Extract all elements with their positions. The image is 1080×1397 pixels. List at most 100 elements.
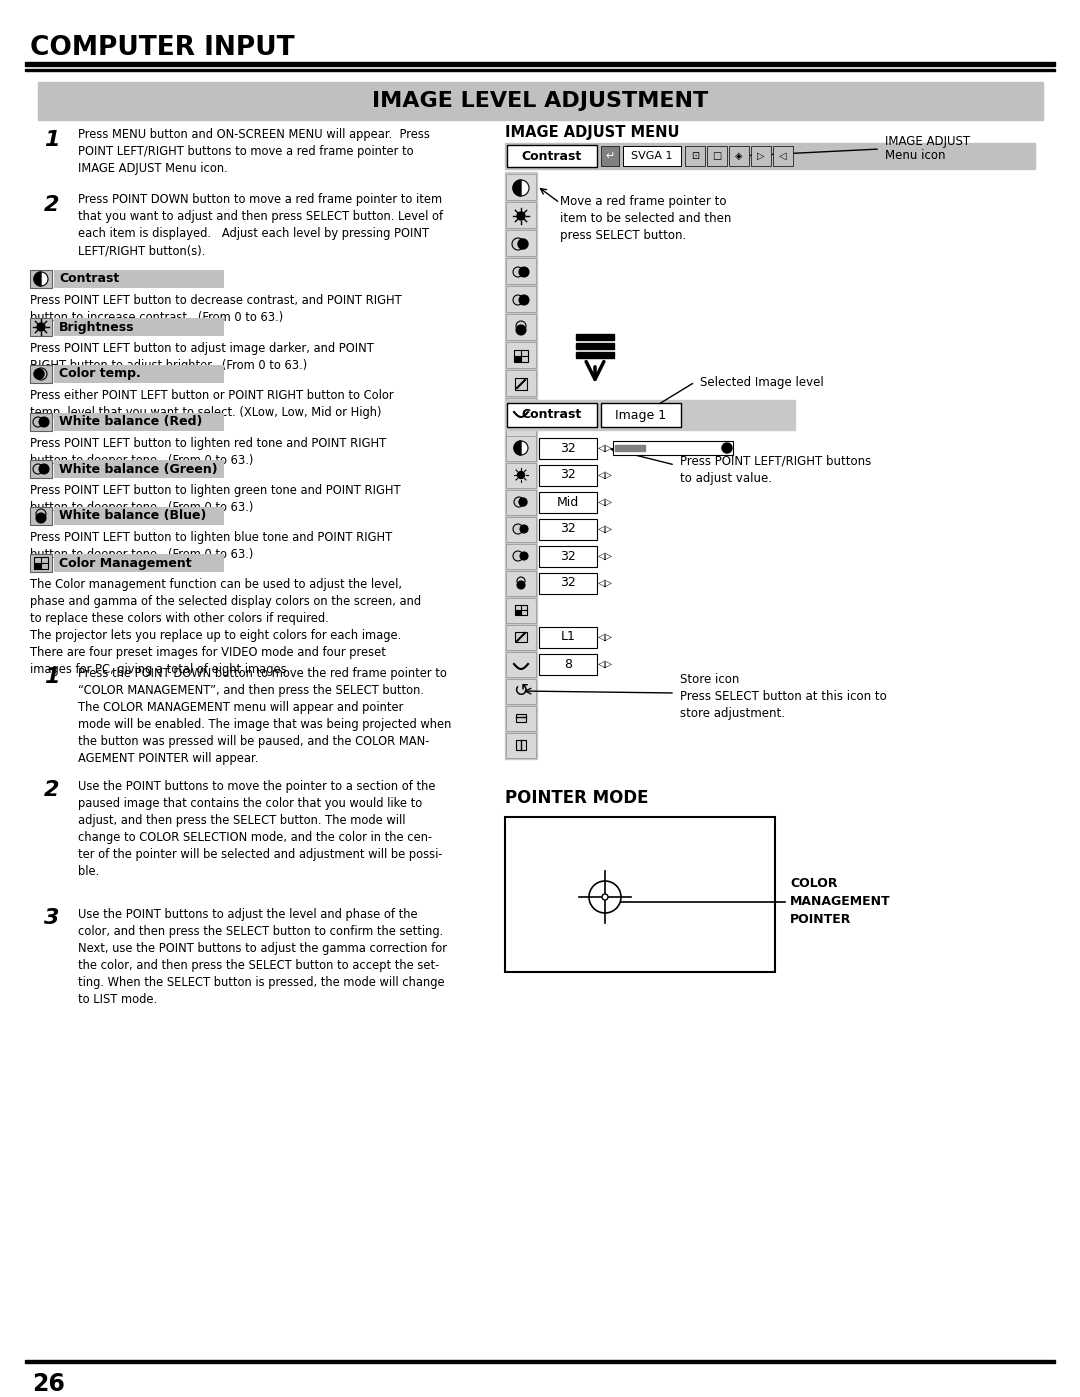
Bar bbox=[30, 507, 52, 525]
Text: 32: 32 bbox=[561, 522, 576, 535]
Bar bbox=[54, 270, 224, 288]
Bar bbox=[751, 147, 771, 166]
Bar bbox=[539, 546, 597, 567]
Circle shape bbox=[723, 443, 732, 453]
Text: ◁▷: ◁▷ bbox=[597, 659, 612, 669]
Text: Move a red frame pointer to
item to be selected and then
press SELECT button.: Move a red frame pointer to item to be s… bbox=[561, 196, 731, 242]
Text: IMAGE ADJUST MENU: IMAGE ADJUST MENU bbox=[505, 124, 679, 140]
Bar bbox=[54, 319, 224, 337]
Text: COLOR
MANAGEMENT
POINTER: COLOR MANAGEMENT POINTER bbox=[789, 877, 891, 926]
Text: Press POINT LEFT button to decrease contrast, and POINT RIGHT
button to increase: Press POINT LEFT button to decrease cont… bbox=[30, 293, 402, 324]
Bar bbox=[623, 147, 681, 166]
Bar bbox=[507, 490, 536, 515]
Bar bbox=[30, 270, 52, 288]
Text: Press POINT DOWN button to move a red frame pointer to item
that you want to adj: Press POINT DOWN button to move a red fr… bbox=[78, 193, 443, 257]
Bar bbox=[507, 598, 536, 623]
Text: ◁▷: ◁▷ bbox=[597, 578, 612, 588]
Circle shape bbox=[513, 524, 523, 534]
Circle shape bbox=[33, 416, 43, 427]
Circle shape bbox=[33, 464, 43, 474]
Bar bbox=[515, 358, 519, 360]
Text: Contrast: Contrast bbox=[59, 272, 119, 285]
Circle shape bbox=[33, 369, 44, 379]
Bar bbox=[38, 82, 1043, 120]
Bar bbox=[54, 555, 224, 571]
Text: ▷: ▷ bbox=[757, 151, 765, 161]
Circle shape bbox=[519, 497, 527, 506]
Text: Press the POINT DOWN button to move the red frame pointer to
“COLOR MANAGEMENT”,: Press the POINT DOWN button to move the … bbox=[78, 666, 451, 766]
Polygon shape bbox=[33, 272, 41, 286]
Text: Color temp.: Color temp. bbox=[59, 367, 140, 380]
Bar bbox=[615, 446, 645, 451]
Text: Store icon
Press SELECT button at this icon to
store adjustment.: Store icon Press SELECT button at this i… bbox=[680, 673, 887, 719]
Text: Mid: Mid bbox=[557, 496, 579, 509]
Text: Brightness: Brightness bbox=[59, 320, 135, 334]
Text: Menu icon: Menu icon bbox=[885, 149, 945, 162]
Bar bbox=[685, 147, 705, 166]
Text: Image 1: Image 1 bbox=[616, 408, 666, 422]
Bar bbox=[515, 379, 527, 390]
Circle shape bbox=[517, 472, 525, 479]
Circle shape bbox=[513, 180, 529, 196]
Bar bbox=[30, 319, 52, 337]
Text: POINTER MODE: POINTER MODE bbox=[505, 789, 648, 807]
Circle shape bbox=[519, 295, 529, 305]
Text: COMPUTER INPUT: COMPUTER INPUT bbox=[30, 35, 295, 61]
Circle shape bbox=[516, 321, 526, 331]
Bar bbox=[505, 400, 795, 430]
Text: Selected Image level: Selected Image level bbox=[700, 376, 824, 388]
Text: □: □ bbox=[713, 151, 721, 161]
Text: ◁▷: ◁▷ bbox=[597, 497, 612, 507]
Bar bbox=[773, 147, 793, 166]
Bar bbox=[505, 817, 775, 972]
Bar bbox=[507, 426, 536, 453]
Circle shape bbox=[519, 267, 529, 277]
Bar bbox=[35, 564, 40, 569]
Circle shape bbox=[517, 581, 525, 590]
Text: L1: L1 bbox=[561, 630, 576, 644]
Circle shape bbox=[517, 212, 525, 219]
Bar bbox=[54, 365, 224, 383]
Text: 2: 2 bbox=[44, 780, 59, 800]
Text: Color Management: Color Management bbox=[59, 556, 191, 570]
Bar bbox=[507, 462, 536, 488]
Bar bbox=[507, 436, 536, 461]
Text: ◁▷: ◁▷ bbox=[597, 631, 612, 643]
Bar bbox=[30, 460, 52, 478]
Bar bbox=[729, 147, 750, 166]
Text: Press POINT LEFT button to lighten blue tone and POINT RIGHT
button to deeper to: Press POINT LEFT button to lighten blue … bbox=[30, 531, 392, 562]
Text: SVGA 1: SVGA 1 bbox=[631, 151, 673, 161]
Text: Press MENU button and ON-SCREEN MENU will appear.  Press
POINT LEFT/RIGHT button: Press MENU button and ON-SCREEN MENU wil… bbox=[78, 129, 430, 175]
Bar bbox=[507, 517, 536, 542]
Text: 26: 26 bbox=[32, 1372, 65, 1396]
Bar bbox=[507, 370, 536, 395]
Bar bbox=[507, 342, 536, 367]
Circle shape bbox=[33, 272, 48, 286]
Text: 32: 32 bbox=[561, 577, 576, 590]
Text: 32: 32 bbox=[561, 441, 576, 454]
Bar bbox=[576, 352, 615, 358]
Bar bbox=[539, 439, 597, 460]
Bar bbox=[600, 147, 619, 166]
Bar bbox=[539, 573, 597, 594]
Circle shape bbox=[514, 441, 528, 455]
Text: Use the POINT buttons to move the pointer to a section of the
paused image that : Use the POINT buttons to move the pointe… bbox=[78, 780, 443, 877]
Circle shape bbox=[519, 525, 528, 534]
Bar bbox=[507, 652, 536, 678]
Text: ◁▷: ◁▷ bbox=[597, 469, 612, 481]
Text: Contrast: Contrast bbox=[522, 149, 582, 162]
Bar bbox=[54, 414, 224, 432]
Text: ◁: ◁ bbox=[780, 151, 786, 161]
Bar bbox=[516, 740, 526, 750]
Circle shape bbox=[514, 497, 524, 507]
Bar bbox=[707, 147, 727, 166]
Bar bbox=[507, 705, 536, 731]
Polygon shape bbox=[514, 441, 521, 455]
Text: Press POINT LEFT/RIGHT buttons
to adjust value.: Press POINT LEFT/RIGHT buttons to adjust… bbox=[680, 455, 872, 485]
Bar bbox=[539, 465, 597, 486]
Bar bbox=[507, 543, 536, 569]
Bar bbox=[54, 507, 224, 525]
Bar bbox=[25, 1361, 1055, 1362]
Bar bbox=[539, 654, 597, 675]
Bar bbox=[507, 624, 536, 650]
